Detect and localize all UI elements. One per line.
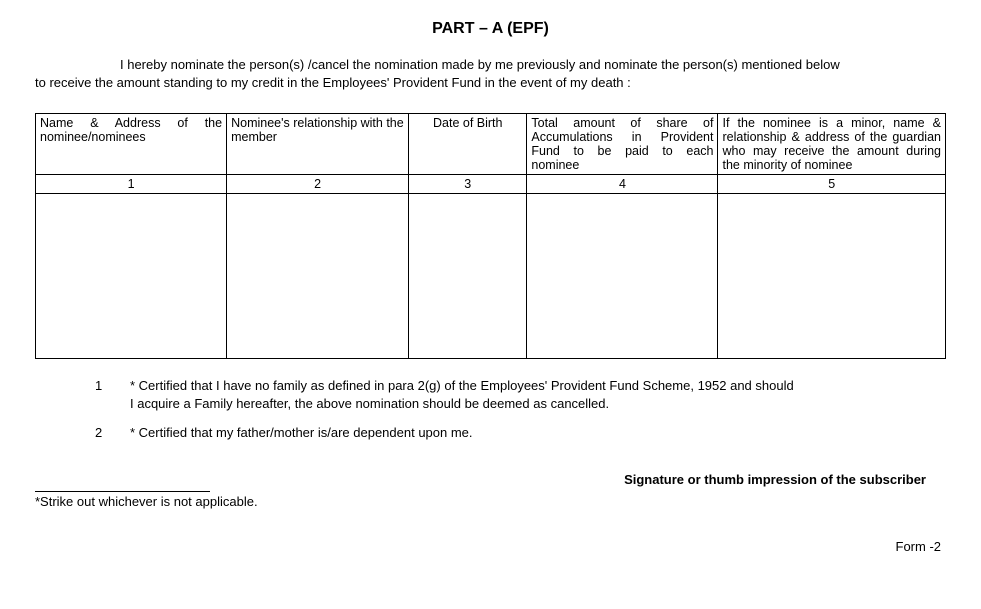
- cell-guardian[interactable]: [718, 194, 946, 359]
- cert-1-line-2: I acquire a Family hereafter, the above …: [130, 395, 946, 413]
- table-number-row: 1 2 3 4 5: [36, 175, 946, 194]
- cert-item-1: 1 * Certified that I have no family as d…: [95, 377, 946, 412]
- cell-share[interactable]: [527, 194, 718, 359]
- signature-label: Signature or thumb impression of the sub…: [35, 472, 926, 487]
- cert-1-number: 1: [95, 377, 130, 412]
- table-data-row: [36, 194, 946, 359]
- col-num-3: 3: [409, 175, 527, 194]
- header-relationship: Nominee's relationship with the member: [227, 114, 409, 175]
- declaration-block: I hereby nominate the person(s) /cancel …: [35, 56, 946, 91]
- declaration-line-1: I hereby nominate the person(s) /cancel …: [35, 56, 946, 74]
- cell-name-address[interactable]: [36, 194, 227, 359]
- cert-2-text: * Certified that my father/mother is/are…: [130, 424, 946, 442]
- col-num-2: 2: [227, 175, 409, 194]
- page-title: PART – A (EPF): [35, 20, 946, 38]
- footnote-rule: [35, 491, 210, 492]
- header-share: Total amount of share of Accumulations i…: [527, 114, 718, 175]
- declaration-line-2: to receive the amount standing to my cre…: [35, 74, 946, 92]
- header-guardian: If the nominee is a minor, name & relati…: [718, 114, 946, 175]
- cert-2-number: 2: [95, 424, 130, 442]
- col-num-5: 5: [718, 175, 946, 194]
- nominee-table: Name & Address of thenominee/nominees No…: [35, 113, 946, 359]
- cert-1-line-1: * Certified that I have no family as def…: [130, 377, 946, 395]
- col-num-4: 4: [527, 175, 718, 194]
- form-number-label: Form -2: [35, 539, 941, 554]
- footnote-text: *Strike out whichever is not applicable.: [35, 494, 946, 509]
- header-name-address: Name & Address of thenominee/nominees: [36, 114, 227, 175]
- certification-list: 1 * Certified that I have no family as d…: [95, 377, 946, 442]
- cell-relationship[interactable]: [227, 194, 409, 359]
- cell-dob[interactable]: [409, 194, 527, 359]
- header-dob: Date of Birth: [409, 114, 527, 175]
- cert-item-2: 2 * Certified that my father/mother is/a…: [95, 424, 946, 442]
- col-num-1: 1: [36, 175, 227, 194]
- table-header-row: Name & Address of thenominee/nominees No…: [36, 114, 946, 175]
